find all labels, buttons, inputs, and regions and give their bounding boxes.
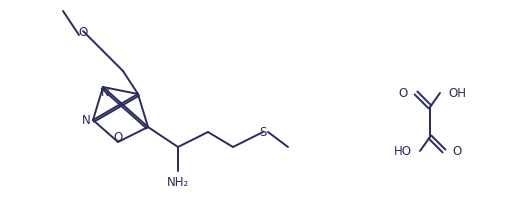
Text: N: N <box>101 86 110 99</box>
Text: OH: OH <box>448 87 466 100</box>
Text: HO: HO <box>394 145 412 158</box>
Text: N: N <box>82 114 90 127</box>
Text: O: O <box>399 87 408 100</box>
Text: NH₂: NH₂ <box>167 175 189 188</box>
Text: O: O <box>113 131 123 144</box>
Text: O: O <box>79 25 88 38</box>
Text: S: S <box>259 126 267 139</box>
Text: O: O <box>452 145 461 158</box>
